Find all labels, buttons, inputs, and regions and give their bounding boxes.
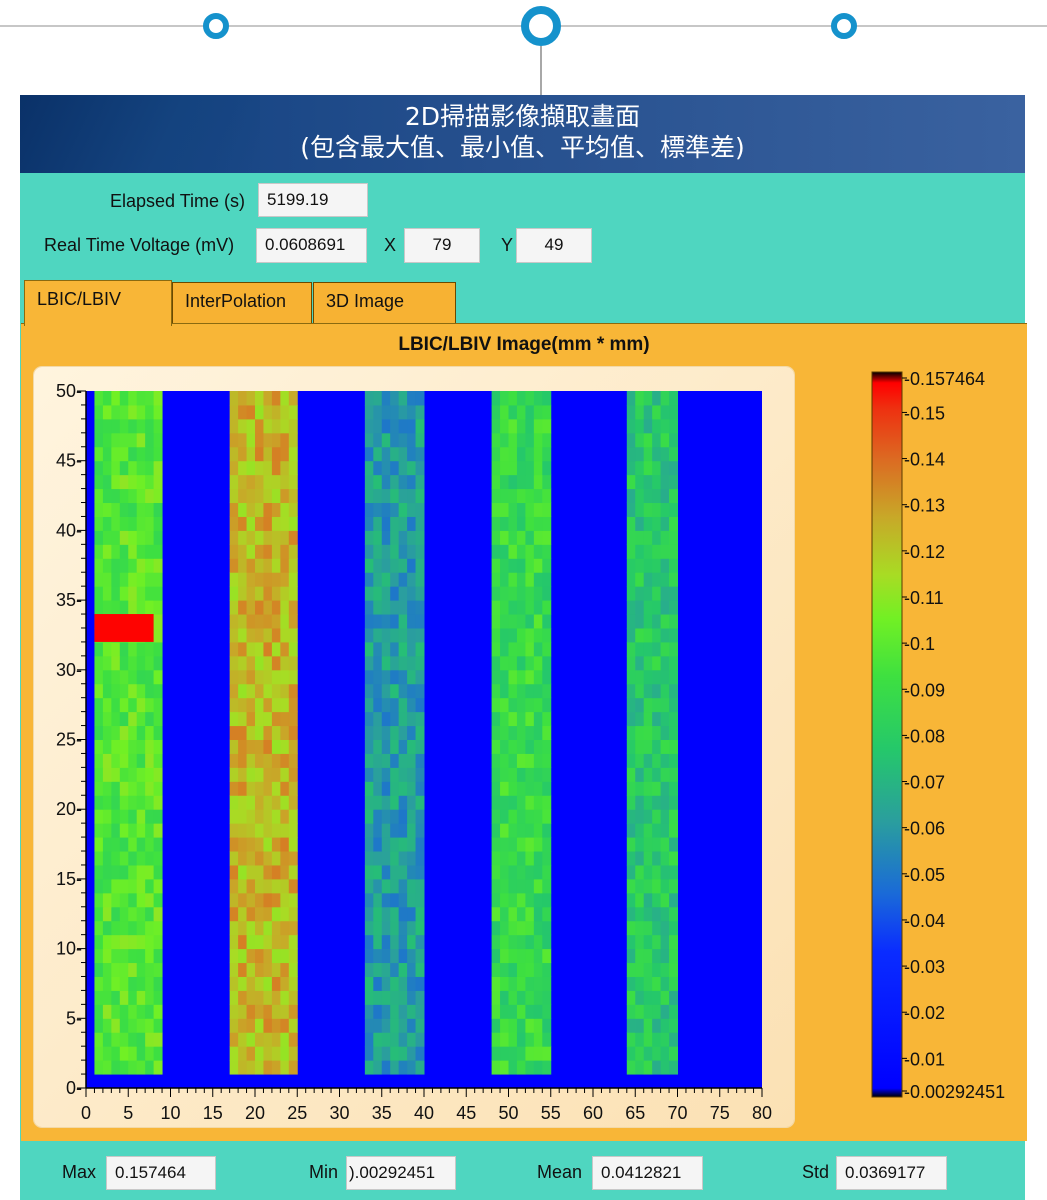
colorbar-tick-label: -0.13: [904, 496, 945, 516]
colorbar-tick-label: -0.12: [904, 542, 945, 562]
colorbar-tick-label: -0.00292451: [904, 1082, 1005, 1102]
timeline-node-left-icon: [203, 13, 229, 39]
y-tick-label: 45-: [56, 451, 82, 471]
y-tick-label: 15-: [56, 869, 82, 889]
y-tick-label: 10-: [56, 939, 82, 959]
std-label: Std: [802, 1162, 830, 1182]
colorbar-tick-label: -0.08: [904, 726, 945, 746]
colorbar: [871, 371, 903, 1098]
voltage-field[interactable]: 0.0608691: [256, 228, 367, 263]
x-tick-label: 70: [667, 1103, 687, 1123]
colorbar-tick-label: -0.1: [904, 634, 935, 654]
title-banner: 2D掃描影像擷取畫面 (包含最大值、最小值、平均值、標準差): [20, 95, 1025, 173]
x-field[interactable]: 79: [404, 228, 480, 263]
timeline-node-center-icon: [521, 6, 561, 46]
colorbar-tick-label: -0.11: [904, 588, 944, 608]
timeline-node-right-icon: [831, 13, 857, 39]
heatmap-chart: 0 5 10 15 20 25 30 35 40 45 50 55 60 65 70 75 80 0- 5- 10- 1…: [56, 369, 1005, 1123]
banner-title: 2D掃描影像擷取畫面: [404, 102, 641, 131]
timeline-connector: [540, 46, 542, 96]
x-label: X: [384, 235, 397, 255]
x-tick-label: 50: [498, 1103, 518, 1123]
elapsed-time-field[interactable]: 5199.19: [258, 183, 368, 217]
x-tick-label: 0: [81, 1103, 91, 1123]
heatmap-hotspot: [94, 614, 154, 642]
y-tick-label: 30-: [56, 660, 82, 680]
colorbar-tick-label: -0.06: [904, 819, 945, 839]
heatmap-stripe-3: [364, 391, 425, 1075]
x-tick-label: 60: [583, 1103, 603, 1123]
y-tick-label: 25-: [56, 730, 82, 750]
x-tick-label: 40: [414, 1103, 434, 1123]
y-tick-label: 35-: [56, 590, 82, 610]
y-tick-label: 20-: [56, 799, 82, 819]
max-field[interactable]: 0.157464: [106, 1156, 216, 1190]
x-tick-label: 55: [541, 1103, 561, 1123]
tab-3d-image[interactable]: 3D Image: [313, 282, 456, 324]
mean-label: Mean: [537, 1162, 583, 1182]
x-tick-label: 15: [203, 1103, 223, 1123]
x-tick-label: 65: [625, 1103, 645, 1123]
x-tick-label: 30: [329, 1103, 349, 1123]
heatmap-stripe-1: [94, 391, 163, 1075]
x-tick-label: 20: [245, 1103, 265, 1123]
y-tick-label: 50-: [56, 381, 82, 401]
heatmap-stripe-2: [229, 391, 298, 1075]
banner-subtitle: (包含最大值、最小值、平均值、標準差): [300, 133, 745, 162]
colorbar-tick-label: -0.07: [904, 773, 945, 793]
y-tick-label: 40-: [56, 520, 82, 540]
tab-interpolation[interactable]: InterPolation: [172, 282, 312, 324]
colorbar-tick-label: -0.15: [904, 403, 945, 423]
banner-swoosh: [20, 95, 260, 173]
std-field[interactable]: 0.0369177: [836, 1156, 947, 1190]
mean-field[interactable]: 0.0412821: [592, 1156, 703, 1190]
y-tick-label: 0-: [66, 1078, 82, 1098]
max-label: Max: [62, 1162, 97, 1182]
heatmap-stripe-5: [626, 391, 678, 1075]
colorbar-tick-label: -0.14: [904, 450, 945, 470]
heatmap-stripe-4: [491, 391, 552, 1075]
y-field[interactable]: 49: [516, 228, 592, 263]
tab-lbic-lbiv[interactable]: LBIC/LBIV: [24, 280, 172, 326]
colorbar-tick-label: -0.09: [904, 680, 945, 700]
colorbar-tick-label: -0.05: [904, 865, 945, 885]
y-tick-label: 5-: [66, 1008, 82, 1028]
y-label: Y: [501, 235, 514, 255]
chart-title: LBIC/LBIV Image(mm * mm): [398, 334, 650, 355]
colorbar-tick-label: -0.03: [904, 957, 945, 977]
colorbar-tick-label: -0.157464: [904, 369, 985, 389]
min-field[interactable]: ).00292451: [346, 1156, 456, 1190]
x-tick-label: 5: [123, 1103, 133, 1123]
colorbar-tick-label: -0.04: [904, 911, 945, 931]
x-tick-label: 45: [456, 1103, 476, 1123]
x-tick-label: 75: [710, 1103, 730, 1123]
colorbar-tick-label: -0.01: [904, 1049, 945, 1069]
x-tick-label: 25: [287, 1103, 307, 1123]
elapsed-time-label: Elapsed Time (s): [110, 191, 246, 211]
min-label: Min: [309, 1162, 339, 1182]
x-tick-label: 35: [372, 1103, 392, 1123]
voltage-label: Real Time Voltage (mV): [44, 235, 235, 255]
colorbar-tick-label: -0.02: [904, 1003, 945, 1023]
x-tick-label: 10: [160, 1103, 180, 1123]
x-tick-label: 80: [752, 1103, 772, 1123]
